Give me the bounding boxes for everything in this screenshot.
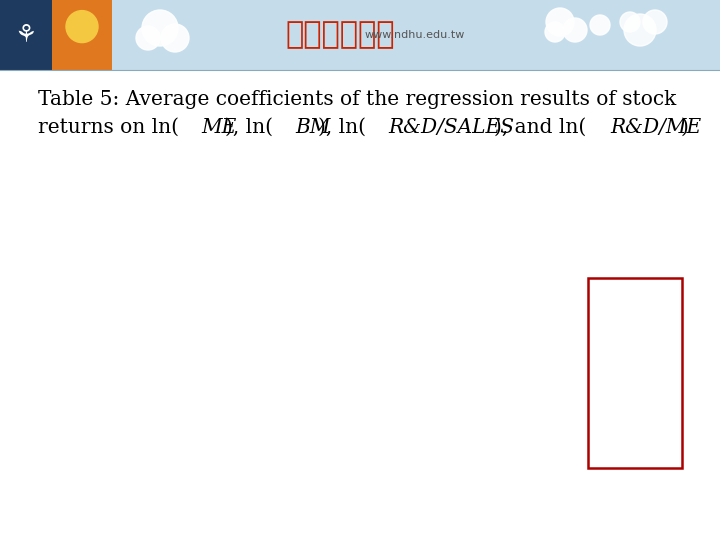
Text: ⚘: ⚘ <box>15 23 37 47</box>
Text: ), and ln(: ), and ln( <box>493 118 586 137</box>
Circle shape <box>545 22 565 42</box>
Circle shape <box>136 26 160 50</box>
Circle shape <box>546 8 574 36</box>
Circle shape <box>643 10 667 34</box>
Text: returns on ln(: returns on ln( <box>38 118 179 137</box>
Text: R&D/SALES: R&D/SALES <box>388 118 514 137</box>
Text: BM: BM <box>295 118 330 137</box>
Text: ): ) <box>680 118 688 137</box>
Circle shape <box>620 12 640 32</box>
Bar <box>0 0 52 70</box>
Text: 國立東華大學: 國立東華大學 <box>285 21 395 50</box>
Bar <box>52 0 112 70</box>
Text: ME: ME <box>202 118 237 137</box>
Bar <box>0 0 720 70</box>
Text: ), ln(: ), ln( <box>225 118 273 137</box>
Text: ), ln(: ), ln( <box>318 118 366 137</box>
Text: Table 5: Average coefficients of the regression results of stock: Table 5: Average coefficients of the reg… <box>38 90 676 109</box>
Circle shape <box>66 11 98 43</box>
Circle shape <box>142 10 178 46</box>
Circle shape <box>161 24 189 52</box>
Circle shape <box>624 14 656 46</box>
Text: www.ndhu.edu.tw: www.ndhu.edu.tw <box>365 30 465 40</box>
Circle shape <box>590 15 610 35</box>
Text: R&D/ME: R&D/ME <box>611 118 701 137</box>
Circle shape <box>563 18 587 42</box>
Bar <box>588 278 682 468</box>
